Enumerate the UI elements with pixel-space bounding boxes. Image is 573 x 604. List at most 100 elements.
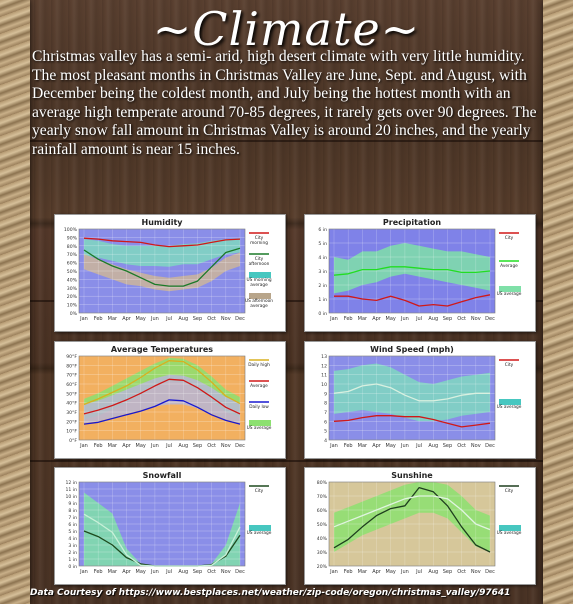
legend-label: City: [505, 362, 514, 368]
series-line: [83, 360, 241, 406]
legend-label: US average: [497, 530, 522, 536]
x-tick-label: Jan: [79, 569, 88, 575]
y-tick-label: 4 in: [68, 536, 77, 542]
x-tick-label: Feb: [94, 443, 103, 449]
intro-paragraph: Christmas valley has a semi- arid, high …: [32, 48, 537, 158]
x-tick-label: Dec: [235, 443, 245, 449]
y-tick-label: 7 in: [68, 515, 77, 521]
legend-label: US average: [247, 530, 272, 536]
average-band: [84, 252, 240, 292]
y-tick-label: 3 in: [68, 543, 77, 549]
y-tick-label: 60%: [67, 261, 78, 267]
x-tick-label: Jun: [400, 569, 409, 575]
x-tick-label: Nov: [221, 316, 231, 322]
y-tick-label: 13: [321, 354, 327, 360]
chart-svg: Humidity 0% 10% 20% 30% 40% 50% 60% 70% 80% 90% 100…: [64, 218, 273, 322]
x-tick-label: Oct: [207, 443, 216, 449]
plot-border: [78, 355, 246, 441]
plot-border: [328, 355, 496, 441]
y-tick-label: 50%: [67, 269, 78, 275]
legend-label: US average: [497, 291, 522, 297]
y-tick-label: 1 in: [318, 297, 327, 303]
average-band: [334, 243, 490, 294]
x-tick-label: Sep: [443, 569, 452, 575]
y-tick-label: 8 in: [68, 508, 77, 514]
y-tick-label: 6 in: [318, 227, 327, 233]
series-line: [83, 247, 241, 287]
y-tick-label: 60%: [317, 508, 328, 514]
x-tick-label: Jan: [329, 569, 338, 575]
x-tick-label: Jan: [79, 316, 88, 322]
data-source-credit: Data Courtesy of https://www.bestplaces.…: [30, 588, 511, 598]
plank-seam: [0, 300, 573, 302]
x-tick-label: Apr: [122, 316, 132, 322]
average-band: [84, 492, 240, 566]
legend-label: US morning: [246, 277, 271, 283]
x-tick-label: Nov: [221, 443, 231, 449]
y-tick-label: 4: [324, 438, 327, 444]
x-tick-label: Jul: [415, 569, 422, 575]
y-tick-label: 5: [324, 429, 327, 435]
x-tick-label: Mar: [108, 569, 118, 575]
y-tick-label: 20%: [317, 564, 328, 570]
y-tick-label: 11 in: [66, 487, 78, 493]
x-tick-label: Dec: [235, 569, 245, 575]
sunshine-chart: Sunshine 20% 30% 40% 50% 60% 70% 80% Jan Feb Mar Ap…: [304, 467, 536, 585]
page-title: ~Climate~: [152, 2, 421, 56]
x-tick-label: Aug: [178, 569, 188, 575]
x-tick-label: Jun: [150, 569, 159, 575]
series-line: [333, 266, 491, 276]
chart-svg: Snowfall 0 in1 in2 in3 in4 in5 in6 in7 in…: [66, 471, 272, 575]
x-tick-label: May: [136, 569, 146, 575]
y-tick-label: 10 in: [66, 494, 78, 500]
y-tick-label: 10: [321, 382, 327, 388]
x-tick-label: Oct: [457, 569, 466, 575]
legend-swatch: [249, 272, 271, 278]
legend-label: Daily low: [249, 404, 269, 410]
y-tick-label: 11: [321, 373, 327, 379]
legend-label: Daily high: [248, 362, 270, 368]
x-tick-label: Dec: [485, 569, 495, 575]
legend-label: US average: [247, 425, 272, 431]
legend-swatch: [249, 293, 271, 299]
x-tick-label: Jun: [400, 316, 409, 322]
y-tick-label: 100%: [64, 227, 78, 233]
y-tick-label: 12 in: [66, 480, 78, 486]
rope-left: [0, 0, 30, 604]
plot-border: [328, 481, 496, 567]
x-tick-label: Mar: [108, 316, 118, 322]
average-band: [334, 363, 490, 422]
chart-svg: Wind Speed (mph) 4 5 6 7 8 9 10 11 12 13 Jan Feb Mar A…: [321, 345, 522, 449]
x-tick-label: Aug: [178, 316, 188, 322]
y-tick-label: 40%: [67, 277, 78, 283]
plot-border: [78, 228, 246, 314]
x-tick-label: Oct: [207, 569, 216, 575]
rope-right: [543, 0, 573, 604]
x-tick-label: Oct: [207, 316, 216, 322]
series-line: [83, 378, 241, 415]
x-tick-label: Apr: [122, 569, 132, 575]
chart-title: Humidity: [142, 218, 184, 227]
legend-label: City: [255, 235, 264, 241]
x-tick-label: Mar: [358, 443, 368, 449]
x-tick-label: Jul: [165, 443, 172, 449]
x-tick-label: Sep: [193, 443, 202, 449]
y-tick-label: 10°F: [66, 429, 77, 435]
series-line: [333, 415, 491, 428]
legend-swatch: [499, 399, 521, 405]
wind-speed-chart: Wind Speed (mph) 4 5 6 7 8 9 10 11 12 13 Jan Feb Mar A…: [304, 341, 536, 459]
y-tick-label: 80%: [67, 244, 78, 250]
chart-title: Average Temperatures: [111, 345, 213, 354]
series-line: [333, 383, 490, 402]
legend-swatch: [249, 420, 271, 426]
x-tick-label: Dec: [235, 316, 245, 322]
y-tick-label: 50°F: [66, 391, 77, 397]
x-tick-label: Apr: [372, 443, 382, 449]
y-tick-label: 30%: [67, 286, 78, 292]
legend-label: City: [255, 256, 264, 262]
series-line: [83, 513, 241, 567]
chart-title: Snowfall: [143, 471, 182, 480]
y-tick-label: 0%: [70, 311, 78, 317]
x-tick-label: Dec: [485, 443, 495, 449]
y-tick-label: 90%: [67, 235, 78, 241]
